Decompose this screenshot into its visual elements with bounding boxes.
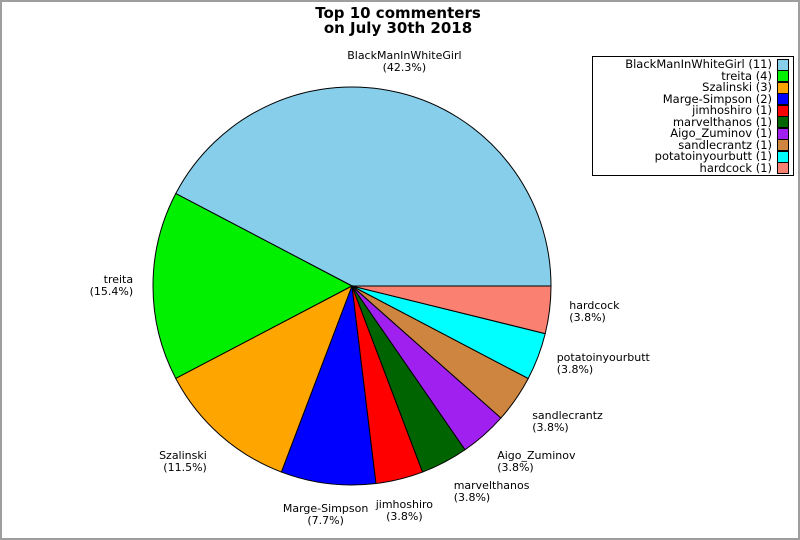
pie-slice-Marge-Simpson <box>280 285 377 486</box>
pie-label-percent: (3.8%) <box>556 362 594 376</box>
chart-title: Top 10 commenters <box>315 4 481 22</box>
legend-label: BlackManInWhiteGirl (11) <box>625 57 772 71</box>
legend-swatch <box>777 70 789 83</box>
legend-row-hardcock: hardcock (1) <box>597 160 789 175</box>
chart-subtitle: on July 30th 2018 <box>323 19 473 37</box>
pie-label-name: sandlecrantz <box>532 409 603 423</box>
pie-label-percent: (42.3%) <box>382 60 427 74</box>
pie-slice-hardcock <box>351 285 552 335</box>
pie-label-potatoinyourbutt: potatoinyourbutt (3.8%) <box>556 350 777 376</box>
legend-row-potatoinyourbutt: potatoinyourbutt (1) <box>597 149 789 163</box>
pie-label-name: hardcock <box>569 299 620 313</box>
legend-label: treita (4) <box>721 68 772 83</box>
pie-label-Aigo_Zuminov: Aigo_Zuminov (3.8%) <box>497 448 717 474</box>
pie-label-name: potatoinyourbutt <box>556 350 650 364</box>
legend-swatch <box>777 150 789 163</box>
legend-box: BlackManInWhiteGirl (11) treita (4) Szalin… <box>592 56 794 176</box>
pie-label-percent: (3.8%) <box>386 509 423 523</box>
pie-slice-BlackManInWhiteGirl <box>175 86 552 287</box>
pie-label-name: Aigo_Zuminov <box>497 448 576 462</box>
pie-slice-treita <box>152 192 354 380</box>
pie-label-hardcock: hardcock (3.8%) <box>569 300 789 324</box>
chart-title-block: Top 10 commenters on July 30th 2018 <box>0 6 796 36</box>
pie-label-percent: (3.8%) <box>569 311 606 325</box>
legend-swatch <box>777 139 789 152</box>
legend-swatch <box>777 93 789 106</box>
legend-label: marvelthanos (1) <box>672 114 772 129</box>
pie-label-percent: (11.5%) <box>163 460 207 474</box>
legend-label: Szalinski (3) <box>702 80 772 94</box>
legend-label: jimhoshiro (1) <box>692 103 772 117</box>
legend-swatch <box>777 162 789 175</box>
pie-label-BlackManInWhiteGirl: BlackManInWhiteGirl (42.3%) <box>294 48 514 74</box>
legend-row-Marge-Simpson: Marge-Simpson (2) <box>597 91 789 106</box>
legend-label: hardcock (1) <box>699 160 772 175</box>
pie-label-Marge-Simpson: Marge-Simpson (7.7%) <box>216 503 436 527</box>
pie-label-name: treita <box>103 273 134 286</box>
pie-label-Szalinski: Szalinski (11.5%) <box>0 448 207 474</box>
pie-label-marvelthanos: marvelthanos (3.8%) <box>453 478 674 504</box>
legend-label: sandlecrantz (1) <box>678 137 772 152</box>
legend-swatch <box>777 104 789 117</box>
pie-label-percent: (3.8%) <box>532 421 569 435</box>
pie-label-treita: treita (15.4%) <box>0 273 134 298</box>
pie-label-jimhoshiro: jimhoshiro (3.8%) <box>294 497 514 523</box>
pie-label-name: jimhoshiro <box>375 497 434 511</box>
pie-slice-Szalinski <box>175 284 353 473</box>
legend-swatch <box>777 116 789 129</box>
pie-label-name: marvelthanos <box>453 478 530 492</box>
pie-label-name: BlackManInWhiteGirl <box>347 48 462 62</box>
pie-label-sandlecrantz: sandlecrantz (3.8%) <box>532 410 752 434</box>
pie-label-percent: (7.7%) <box>307 514 344 528</box>
legend-swatch <box>777 81 789 94</box>
legend-label: Aigo_Zuminov (1) <box>670 126 772 140</box>
legend-label: potatoinyourbutt (1) <box>654 149 772 163</box>
pie-label-name: Marge-Simpson <box>282 502 369 516</box>
pie-label-percent: (3.8%) <box>497 460 534 474</box>
pie-label-name: Szalinski <box>159 448 207 462</box>
legend-swatch <box>777 58 789 71</box>
pie-label-percent: (3.8%) <box>453 490 491 504</box>
legend-swatch <box>777 127 789 140</box>
pie-label-percent: (15.4%) <box>89 285 134 298</box>
legend-label: Marge-Simpson (2) <box>662 91 772 106</box>
